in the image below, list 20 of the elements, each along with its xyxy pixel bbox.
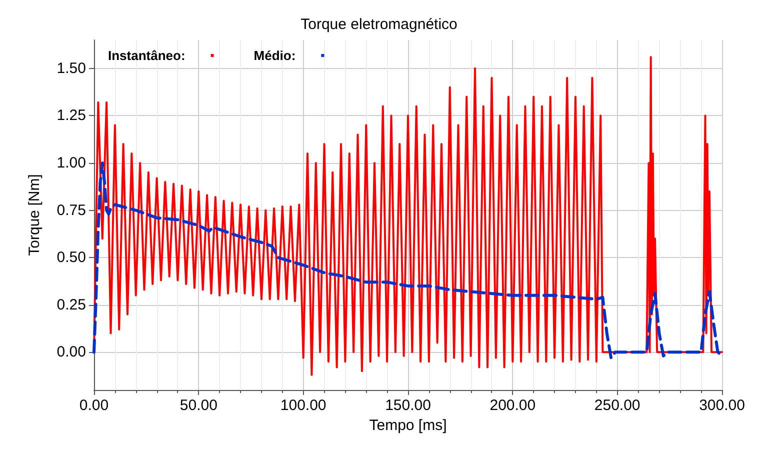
y-tick-label: 0.25 bbox=[56, 296, 86, 314]
y-axis-title: Torque [Nm] bbox=[26, 174, 43, 256]
line-series bbox=[92, 161, 724, 360]
x-tick-label: 50.00 bbox=[180, 397, 218, 414]
y-tick-label: 0.75 bbox=[56, 202, 86, 219]
legend-label: Médio: bbox=[254, 48, 296, 63]
x-axis-title: Tempo [ms] bbox=[369, 416, 447, 434]
x-tick-label: 300.00 bbox=[699, 397, 745, 414]
x-tick-label: 100.00 bbox=[280, 397, 326, 414]
x-tick-label: 250.00 bbox=[594, 397, 640, 414]
chart-title: Torque eletromagnético bbox=[300, 16, 458, 33]
x-tick-label: 0.00 bbox=[79, 397, 109, 414]
y-tick-label: 1.50 bbox=[56, 60, 86, 77]
y-tick-label: 0.00 bbox=[56, 344, 86, 361]
y-tick-label: 0.50 bbox=[56, 249, 86, 266]
y-tick-label: 1.00 bbox=[56, 154, 86, 172]
x-tick-label: 150.00 bbox=[385, 397, 431, 414]
y-tick-label: 1.25 bbox=[56, 107, 86, 124]
legend-label: Instantâneo: bbox=[108, 48, 186, 63]
x-tick-label: 200.00 bbox=[490, 397, 536, 414]
